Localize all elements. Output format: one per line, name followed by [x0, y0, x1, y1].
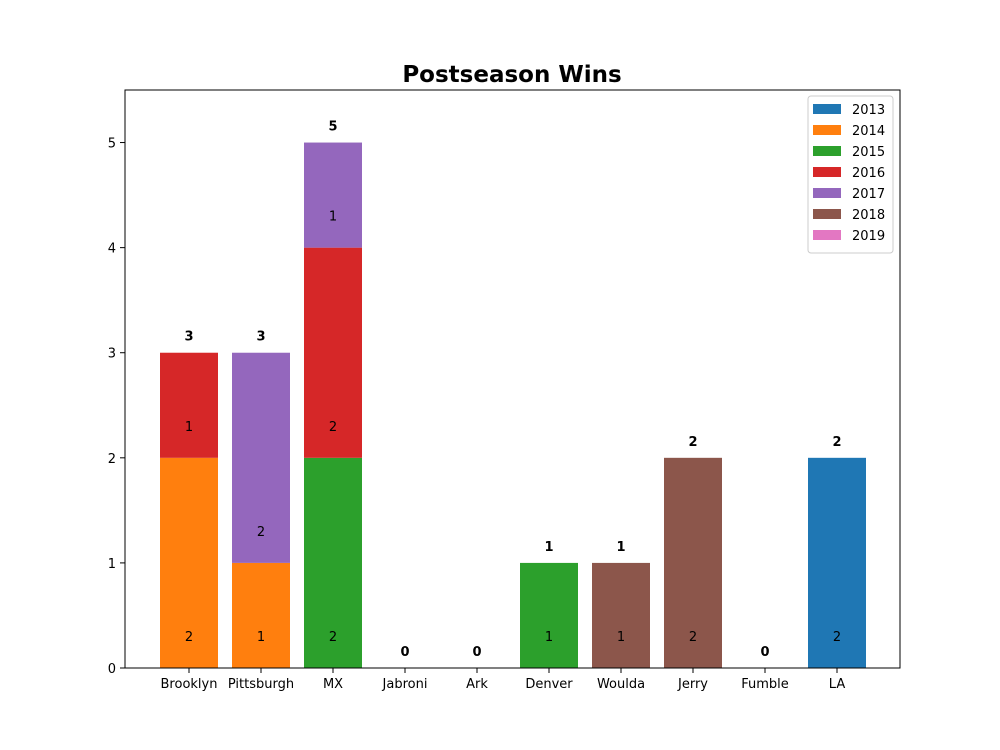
total-label: 0 — [760, 645, 769, 660]
segment-label: 2 — [833, 630, 841, 645]
total-label: 2 — [688, 435, 697, 450]
legend-swatch — [813, 230, 841, 240]
bar-segment — [232, 562, 290, 668]
legend-label: 2017 — [852, 187, 885, 202]
segment-label: 2 — [185, 630, 193, 645]
segment-label: 2 — [689, 630, 697, 645]
legend-label: 2013 — [852, 103, 885, 118]
segment-label: 2 — [329, 420, 337, 435]
total-label: 3 — [256, 330, 265, 345]
total-labels: 3 3 5 0 0 1 1 2 0 2 — [184, 120, 841, 660]
segment-label: 2 — [257, 525, 265, 540]
x-tick-label: Jabroni — [382, 677, 428, 692]
x-tick-label: Fumble — [741, 677, 789, 692]
x-tick-label: Pittsburgh — [228, 677, 294, 692]
x-tick-label: Ark — [466, 677, 488, 692]
segment-label: 1 — [329, 210, 337, 225]
total-label: 3 — [184, 330, 193, 345]
legend-label: 2014 — [852, 124, 885, 139]
legend-swatch — [813, 125, 841, 135]
total-label: 2 — [832, 435, 841, 450]
legend-label: 2015 — [852, 145, 885, 160]
y-tick-label: 5 — [108, 137, 116, 152]
x-tick-label: Woulda — [597, 677, 645, 692]
plot-area: 2 1 1 2 2 2 1 1 1 2 2 3 3 5 0 0 1 1 2 0 2 0 1 2 3 4 5 Brooklyn Pitts… — [108, 89, 901, 692]
x-tick-label: Denver — [525, 677, 573, 692]
y-tick-label: 4 — [108, 242, 116, 257]
legend-label: 2016 — [852, 166, 885, 181]
plot-frame — [124, 89, 901, 669]
legend-label: 2018 — [852, 208, 885, 223]
legend-swatch — [813, 209, 841, 219]
segment-label: 1 — [257, 630, 265, 645]
bar-segment — [304, 457, 362, 668]
bar-segment — [664, 457, 722, 668]
segment-label: 1 — [545, 630, 553, 645]
bars — [160, 142, 866, 668]
x-tick-label: Jerry — [677, 677, 708, 692]
y-tick-label: 0 — [108, 662, 116, 677]
y-axis: 0 1 2 3 4 5 — [108, 137, 125, 677]
x-tick-label: Brooklyn — [161, 677, 218, 692]
segment-label: 1 — [617, 630, 625, 645]
legend-label: 2019 — [852, 229, 885, 244]
bar-segment — [808, 457, 866, 668]
x-axis: Brooklyn Pittsburgh MX Jabroni Ark Denver Woul… — [161, 668, 846, 692]
total-label: 0 — [400, 645, 409, 660]
bar-segment — [304, 142, 362, 248]
chart-title: Postseason Wins — [402, 62, 621, 88]
segment-labels: 2 1 1 2 2 2 1 1 1 2 2 — [185, 210, 841, 645]
total-label: 0 — [472, 645, 481, 660]
segment-label: 1 — [185, 420, 193, 435]
bar-segment — [160, 457, 218, 668]
total-label: 1 — [616, 540, 625, 555]
y-tick-label: 2 — [108, 452, 116, 467]
bar-segment — [592, 562, 650, 668]
legend-swatch — [813, 188, 841, 198]
x-tick-label: LA — [829, 677, 846, 692]
bar-segment — [304, 247, 362, 458]
y-tick-label: 3 — [108, 347, 116, 362]
legend-swatch — [813, 104, 841, 114]
bar-segment — [520, 562, 578, 668]
bar-segment — [160, 352, 218, 458]
total-label: 1 — [544, 540, 553, 555]
legend-swatch — [813, 146, 841, 156]
bar-segment — [232, 352, 290, 563]
legend-swatch — [813, 167, 841, 177]
y-tick-label: 1 — [108, 557, 116, 572]
x-tick-label: MX — [323, 677, 343, 692]
legend: 2013 2014 2015 2016 2017 2018 2019 — [807, 95, 894, 254]
segment-label: 2 — [329, 630, 337, 645]
total-label: 5 — [328, 120, 337, 135]
